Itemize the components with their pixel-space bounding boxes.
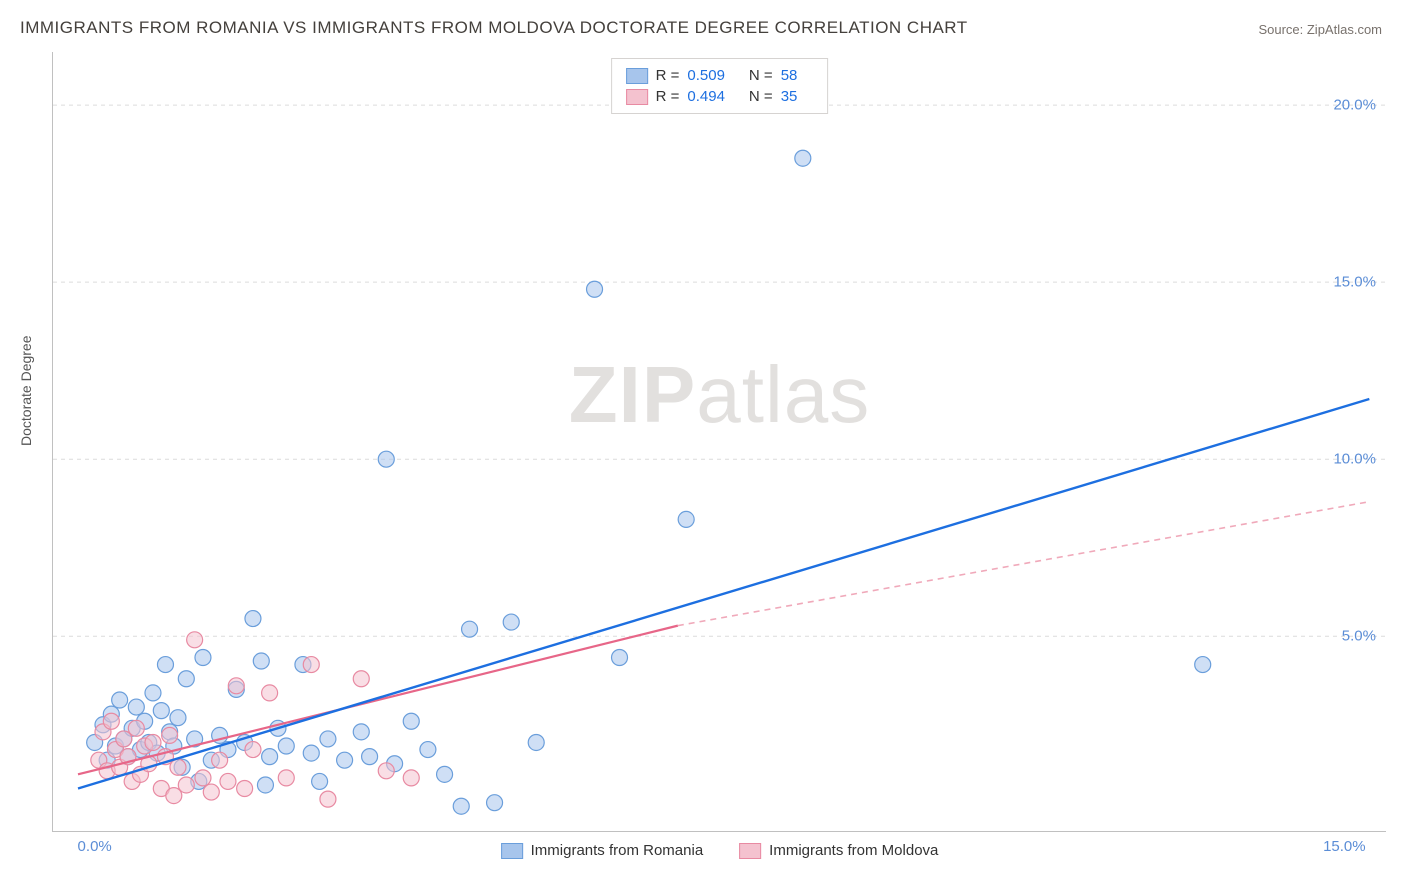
y-tick: 10.0% bbox=[1333, 451, 1376, 468]
chart-area: ZIPatlas R = 0.509 N = 58 R = 0.494 N = … bbox=[52, 52, 1386, 832]
x-tick: 15.0% bbox=[1323, 838, 1366, 855]
legend-row-romania: R = 0.509 N = 58 bbox=[626, 65, 814, 86]
y-axis-label: Doctorate Degree bbox=[18, 335, 34, 446]
legend-r-value-moldova: 0.494 bbox=[687, 88, 725, 105]
y-tick: 5.0% bbox=[1342, 628, 1376, 645]
legend-item-moldova: Immigrants from Moldova bbox=[739, 842, 938, 859]
correlation-legend: R = 0.509 N = 58 R = 0.494 N = 35 bbox=[611, 58, 829, 114]
swatch-moldova bbox=[626, 89, 648, 105]
legend-n-value-moldova: 35 bbox=[781, 88, 798, 105]
legend-r-label: R = bbox=[656, 88, 680, 105]
legend-row-moldova: R = 0.494 N = 35 bbox=[626, 86, 814, 107]
swatch-icon bbox=[501, 843, 523, 859]
legend-r-label: R = bbox=[656, 67, 680, 84]
scatter-chart bbox=[53, 52, 1386, 831]
legend-n-value-romania: 58 bbox=[781, 67, 798, 84]
page-title: IMMIGRANTS FROM ROMANIA VS IMMIGRANTS FR… bbox=[20, 18, 968, 38]
legend-n-label: N = bbox=[749, 67, 773, 84]
legend-n-label: N = bbox=[749, 88, 773, 105]
series-legend: Immigrants from Romania Immigrants from … bbox=[501, 842, 939, 859]
source-label: Source: ZipAtlas.com bbox=[1258, 22, 1382, 37]
legend-label: Immigrants from Moldova bbox=[769, 842, 938, 859]
y-tick: 15.0% bbox=[1333, 274, 1376, 291]
y-tick: 20.0% bbox=[1333, 97, 1376, 114]
legend-item-romania: Immigrants from Romania bbox=[501, 842, 704, 859]
x-tick: 0.0% bbox=[78, 838, 112, 855]
legend-r-value-romania: 0.509 bbox=[687, 67, 725, 84]
swatch-romania bbox=[626, 68, 648, 84]
swatch-icon bbox=[739, 843, 761, 859]
legend-label: Immigrants from Romania bbox=[531, 842, 704, 859]
